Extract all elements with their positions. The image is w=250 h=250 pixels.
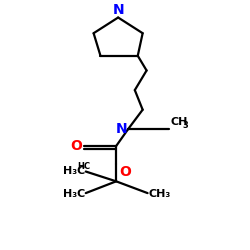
Text: CH₃: CH₃: [148, 189, 171, 199]
Text: 3: 3: [183, 121, 189, 130]
Text: H₃C: H₃C: [62, 189, 85, 199]
Text: CH: CH: [170, 118, 188, 128]
Text: H₃C: H₃C: [62, 166, 85, 175]
Text: O: O: [70, 139, 82, 153]
Text: N: N: [112, 2, 124, 16]
Text: H: H: [77, 162, 84, 170]
Text: N: N: [115, 122, 127, 136]
Text: O: O: [119, 165, 131, 179]
Text: C: C: [84, 162, 90, 170]
